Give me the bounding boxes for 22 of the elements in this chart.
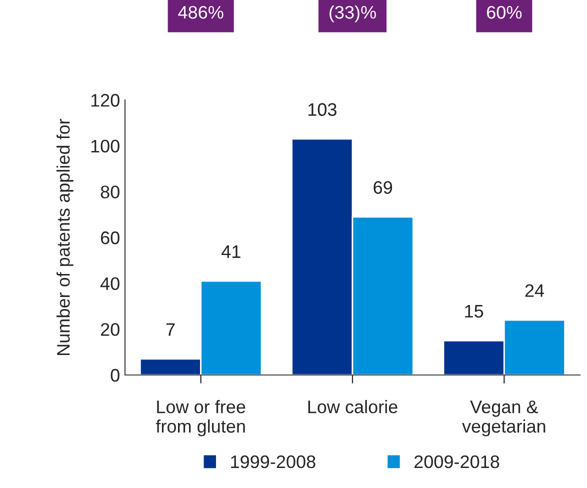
legend-label: 1999-2008 xyxy=(231,455,316,468)
text: (33)% xyxy=(330,5,376,22)
legend-label: 2009-2018 xyxy=(414,455,500,468)
y-tick-label: 60 xyxy=(100,231,120,244)
data-label: 103 xyxy=(308,103,336,116)
y-axis-title: Number of patents applied for xyxy=(56,118,74,355)
data-label: 24 xyxy=(525,284,544,297)
y-tick-label: 20 xyxy=(100,323,120,336)
y-tick-label: 120 xyxy=(91,94,120,107)
text: 60% xyxy=(487,6,522,19)
data-label: 7 xyxy=(166,323,175,336)
x-tick-label: Low or free from gluten xyxy=(156,400,246,436)
x-tick-label: Low calorie xyxy=(308,400,398,414)
data-label: 69 xyxy=(374,181,392,194)
y-tick-label: 40 xyxy=(100,277,120,290)
y-tick-label: 100 xyxy=(91,140,120,153)
y-tick-label: 0 xyxy=(110,368,120,382)
y-tick-label: 80 xyxy=(100,186,120,198)
data-label: 15 xyxy=(465,305,484,318)
text: 486% xyxy=(178,6,224,19)
x-tick-label: Vegan & vegetarian xyxy=(462,400,546,436)
data-label: 41 xyxy=(222,245,240,258)
